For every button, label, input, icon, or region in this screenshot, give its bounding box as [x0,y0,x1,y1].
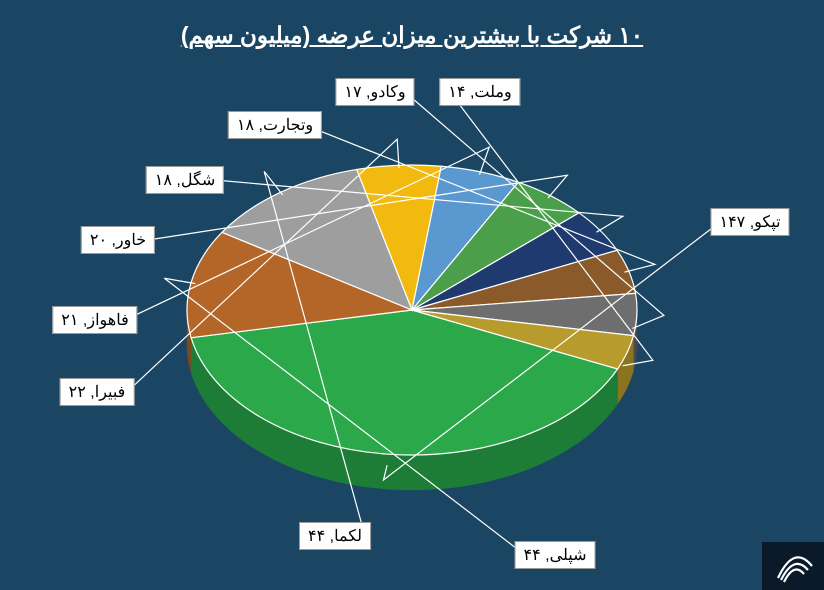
logo-icon [774,550,814,584]
pie-slice-label: تپکو, ۱۴۷ [710,208,789,236]
pie-slice-label: وملت, ۱۴ [439,78,520,106]
pie-slice-label: شپلی, ۴۴ [515,541,596,569]
pie-slice-label: فبیرا, ۲۲ [60,378,135,406]
pie-slice-label: خاور, ۲۰ [81,226,155,254]
pie-slice-label: وكادو, ۱۷ [335,78,414,106]
pie-slice-label: وتجارت, ۱۸ [228,111,322,139]
pie-slice-label: فاهواز, ۲۱ [52,306,137,334]
pie-slice-label: شگل, ۱۸ [146,166,224,194]
pie-slice-label: لکما, ۴۴ [299,522,371,550]
brand-logo [762,542,824,590]
